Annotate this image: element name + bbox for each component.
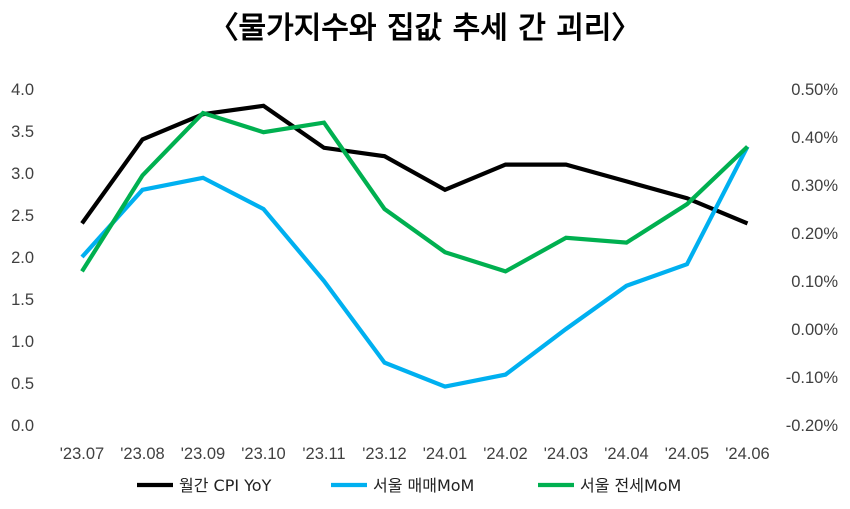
right-tick-label: 0.00% <box>791 321 838 339</box>
right-tick-label: 0.30% <box>791 177 838 195</box>
legend-label-jeonse: 서울 전세MoM <box>580 476 681 495</box>
series-line-cpi <box>80 103 749 226</box>
legend-label-sale: 서울 매매MoM <box>373 476 474 495</box>
right-tick-label: -0.20% <box>786 417 839 435</box>
left-axis-ticks: 0.0 0.5 1.0 1.5 2.0 2.5 3.0 3.5 4.0 <box>11 81 34 435</box>
chart-title: 〈물가지수와 집값 추세 간 괴리〉 <box>209 11 642 46</box>
left-tick-label: 2.0 <box>11 249 34 267</box>
x-tick-label: '23.11 <box>302 445 345 463</box>
right-tick-label: 0.20% <box>791 225 838 243</box>
x-tick-label: '24.03 <box>544 445 588 463</box>
x-tick-label: '23.09 <box>181 445 225 463</box>
left-tick-label: 1.5 <box>11 291 34 309</box>
left-tick-label: 3.0 <box>11 165 34 183</box>
left-tick-label: 4.0 <box>11 81 34 99</box>
x-tick-label: '23.10 <box>241 445 285 463</box>
legend: 월간 CPI YoY 서울 매매MoM 서울 전세MoM <box>137 476 681 495</box>
left-tick-label: 0.0 <box>11 417 34 435</box>
right-tick-label: 0.50% <box>791 81 838 99</box>
right-tick-label: -0.10% <box>786 369 839 387</box>
series-line-jeonse <box>80 110 749 274</box>
x-tick-label: '23.07 <box>60 445 104 463</box>
x-tick-label: '24.06 <box>725 445 769 463</box>
x-tick-label: '24.02 <box>483 445 527 463</box>
series-line-sale <box>80 145 750 389</box>
left-tick-label: 1.0 <box>11 333 34 351</box>
right-axis-ticks: -0.20% -0.10% 0.00% 0.10% 0.20% 0.30% 0.40% 0.5… <box>786 81 839 435</box>
x-tick-label: '23.12 <box>362 445 406 463</box>
right-tick-label: 0.10% <box>791 273 838 291</box>
legend-label-cpi: 월간 CPI YoY <box>179 476 272 495</box>
x-axis-ticks: '23.07 '23.08 '23.09 '23.10 '23.11 '23.12 '24.… <box>60 445 770 463</box>
x-tick-label: '24.04 <box>604 445 648 463</box>
left-tick-label: 0.5 <box>11 375 34 393</box>
x-tick-label: '24.05 <box>665 445 709 463</box>
x-tick-label: '24.01 <box>423 445 467 463</box>
left-tick-label: 3.5 <box>11 123 34 141</box>
right-tick-label: 0.40% <box>791 129 838 147</box>
left-tick-label: 2.5 <box>11 207 34 225</box>
x-tick-label: '23.08 <box>120 445 164 463</box>
series-lines <box>80 103 750 389</box>
